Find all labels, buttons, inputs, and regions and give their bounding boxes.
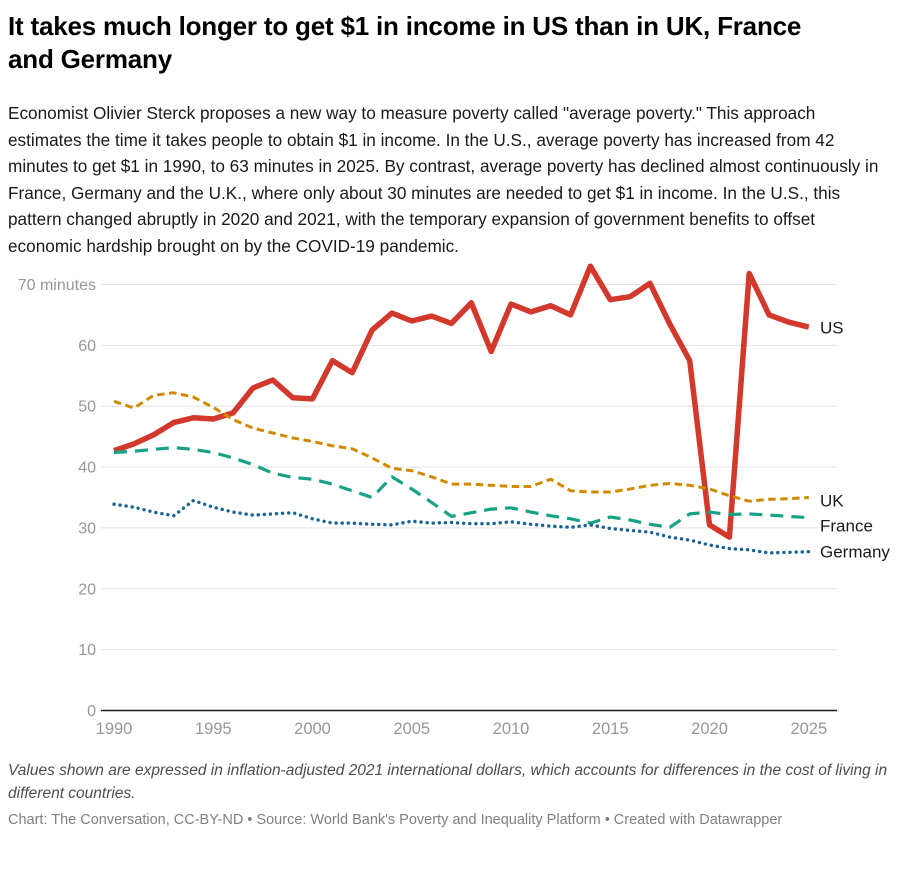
- line-chart-canvas: 0 10 20 30 40 50 60 70 minutes 1990 1995 2000 2005 2…: [18, 263, 890, 738]
- x-tick-label: 2015: [592, 720, 629, 738]
- chart-title: It takes much longer to get $1 in income…: [8, 11, 802, 74]
- series-line-us: [113, 263, 810, 540]
- series-label-uk: UK: [820, 492, 844, 511]
- y-tick-label: 60: [78, 338, 96, 355]
- y-tick-label: 10: [78, 642, 96, 659]
- y-tick-label: 20: [78, 581, 96, 598]
- chart-credit-line: Chart: The Conversation, CC-BY-ND • Sour…: [8, 812, 783, 828]
- y-tick-label: 30: [78, 520, 96, 537]
- y-tick-label: 50: [78, 399, 96, 416]
- x-tick-label: 2000: [294, 720, 331, 738]
- chart-description: Economist Olivier Sterck proposes a new …: [8, 103, 879, 256]
- y-tick-label: 40: [78, 460, 96, 477]
- x-tick-label: 1990: [96, 720, 133, 738]
- y-tick-label: 70 minutes: [18, 277, 96, 294]
- x-tick-label: 2010: [493, 720, 530, 738]
- series-label-germany: Germany: [820, 543, 890, 562]
- x-tick-label: 2005: [393, 720, 430, 738]
- x-tick-label: 2020: [691, 720, 728, 738]
- x-tick-label: 1995: [195, 720, 232, 738]
- series-line-germany: [112, 498, 811, 555]
- x-tick-label: 2025: [790, 720, 827, 738]
- y-tick-label: 0: [87, 703, 96, 720]
- series-label-us: US: [820, 319, 844, 338]
- series-line-france: [113, 446, 809, 529]
- chart-card: It takes much longer to get $1 in income…: [0, 10, 900, 830]
- series-line-uk: [113, 391, 809, 503]
- chart-footnote: Values shown are expressed in inflation-…: [8, 762, 888, 802]
- series-label-france: France: [820, 517, 873, 536]
